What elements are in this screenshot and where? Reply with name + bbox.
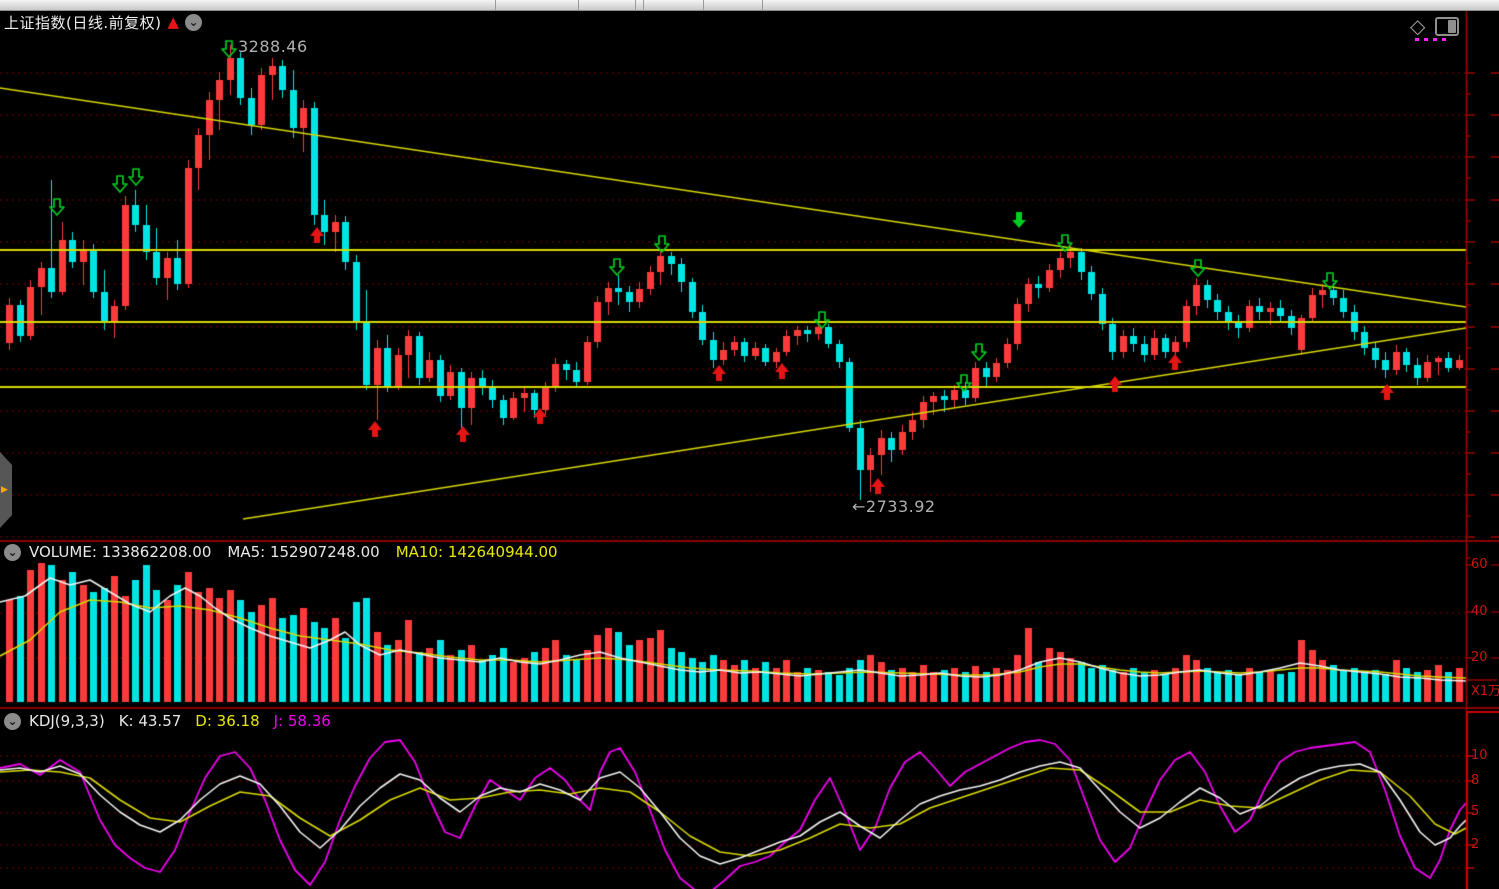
volume-chevron-down-icon[interactable]: ⌄ xyxy=(4,543,21,561)
kdj-d-value: D: 36.18 xyxy=(195,712,260,730)
kdj-j-value: J: 58.36 xyxy=(273,712,331,730)
collapsed-sidebar-tab[interactable]: ▶ xyxy=(0,452,12,528)
kdj-chevron-down-icon[interactable]: ⌄ xyxy=(4,712,21,730)
axis-label: 2 xyxy=(1471,837,1480,852)
magenta-dots xyxy=(1415,38,1446,41)
volume-value: VOLUME: 133862208.00 xyxy=(29,543,212,561)
high-annotation: 3288.46 xyxy=(238,37,308,56)
toolbar-separator xyxy=(635,0,636,10)
volume-panel-header: ⌄ VOLUME: 133862208.00 MA5: 152907248.00… xyxy=(4,543,558,561)
axis-label: 20 xyxy=(1471,650,1488,665)
volume-ma5-value: MA5: 152907248.00 xyxy=(227,543,380,561)
top-toolbar xyxy=(0,0,1499,11)
toolbar-separator xyxy=(643,0,644,10)
panel-layout-icon-fill xyxy=(1448,19,1457,33)
top-right-icons: ◇ xyxy=(1410,14,1460,38)
toolbar-separator xyxy=(703,0,704,10)
toolbar-separator xyxy=(762,0,763,10)
axis-label: 10 xyxy=(1471,748,1488,763)
chevron-down-icon[interactable]: ⌄ xyxy=(185,14,203,31)
low-annotation: ←2733.92 xyxy=(852,497,936,516)
axis-label: 5 xyxy=(1471,804,1480,819)
axis-label: X1万 xyxy=(1471,684,1499,699)
axis-label: 8 xyxy=(1471,773,1480,788)
panel-layout-icon[interactable] xyxy=(1435,16,1460,36)
volume-ma10-value: MA10: 142640944.00 xyxy=(395,543,558,561)
toolbar-separator xyxy=(495,0,496,10)
kdj-k-value: K: 43.57 xyxy=(118,712,182,730)
expand-arrow-icon: ▶ xyxy=(1,484,8,495)
up-arrow-icon: ▲ xyxy=(167,13,180,31)
axis-label: 40 xyxy=(1471,604,1488,619)
toolbar-separator xyxy=(578,0,579,10)
symbol-title: 上证指数(日线.前复权) xyxy=(4,14,162,32)
diamond-icon[interactable]: ◇ xyxy=(1410,14,1426,38)
chart-title-row: 上证指数(日线.前复权) ▲ ⌄ xyxy=(4,12,203,33)
kdj-panel-header: ⌄ KDJ(9,3,3) K: 43.57 D: 36.18 J: 58.36 xyxy=(4,712,331,730)
axis-label: 60 xyxy=(1471,557,1488,572)
kdj-label: KDJ(9,3,3) xyxy=(29,712,105,730)
